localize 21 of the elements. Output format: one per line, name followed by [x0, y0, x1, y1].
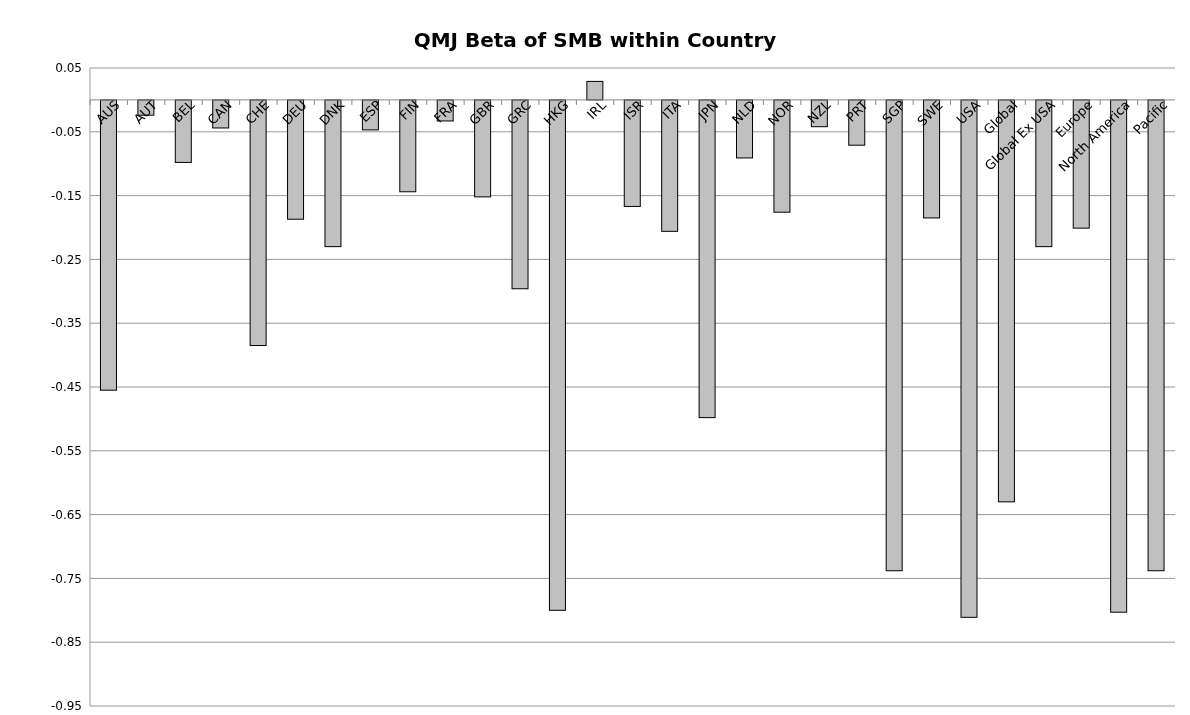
- x-tick-label: FIN: [396, 97, 422, 123]
- y-tick-label: 0.05: [55, 61, 82, 76]
- x-tick-label: NZL: [804, 96, 834, 127]
- y-tick-label: -0.85: [50, 635, 82, 650]
- y-tick-label: -0.15: [50, 188, 82, 203]
- x-tick-label: BEL: [169, 96, 198, 126]
- y-tick-label: -0.35: [50, 316, 82, 331]
- y-tick-label: -0.05: [50, 125, 82, 140]
- chart-title: QMJ Beta of SMB within Country: [412, 28, 778, 52]
- y-tick-label: -0.45: [50, 380, 82, 395]
- y-tick-label: -0.75: [50, 571, 82, 586]
- x-tick-label: USA: [953, 97, 984, 128]
- x-tick-label: IRL: [584, 96, 610, 123]
- x-tick-label: ESP: [356, 97, 385, 126]
- x-tick-label: ITA: [659, 97, 684, 122]
- y-tick-label: -0.55: [50, 444, 82, 459]
- x-tick-label: ISR: [620, 97, 647, 123]
- y-tick-label: -0.25: [50, 252, 82, 267]
- x-tick-label: FRA: [431, 97, 460, 126]
- y-tick-label: -0.95: [50, 699, 82, 714]
- y-tick-label: -0.65: [50, 507, 82, 522]
